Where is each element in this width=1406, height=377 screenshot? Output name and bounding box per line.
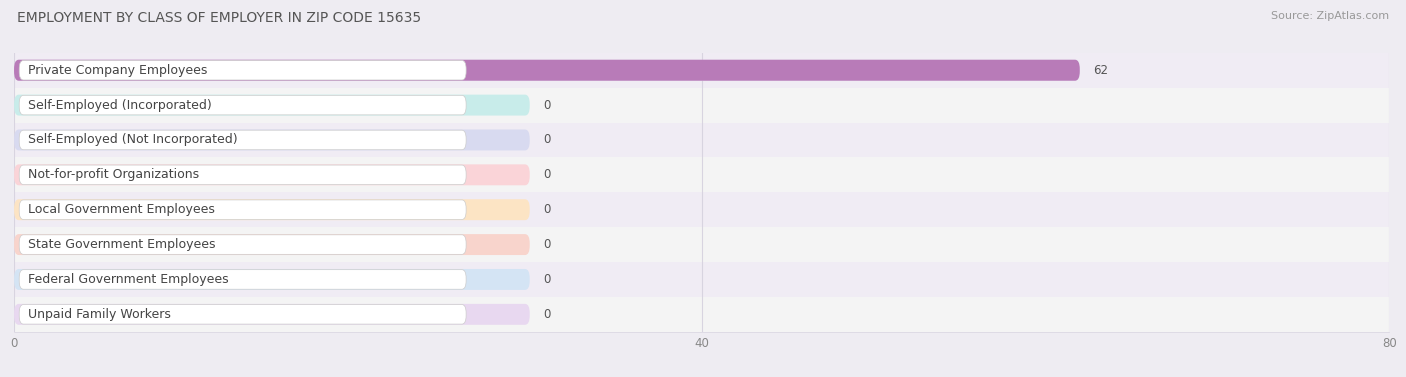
- Text: Not-for-profit Organizations: Not-for-profit Organizations: [28, 169, 198, 181]
- FancyBboxPatch shape: [14, 199, 530, 220]
- Text: 62: 62: [1094, 64, 1108, 77]
- FancyBboxPatch shape: [20, 200, 467, 219]
- FancyBboxPatch shape: [14, 130, 530, 150]
- Text: Self-Employed (Incorporated): Self-Employed (Incorporated): [28, 99, 211, 112]
- FancyBboxPatch shape: [14, 269, 530, 290]
- FancyBboxPatch shape: [14, 60, 1080, 81]
- Text: 0: 0: [544, 273, 551, 286]
- FancyBboxPatch shape: [14, 297, 1389, 332]
- FancyBboxPatch shape: [20, 165, 467, 185]
- FancyBboxPatch shape: [20, 130, 467, 150]
- FancyBboxPatch shape: [14, 164, 530, 185]
- FancyBboxPatch shape: [14, 262, 1389, 297]
- FancyBboxPatch shape: [20, 235, 467, 254]
- FancyBboxPatch shape: [14, 95, 530, 115]
- Text: 0: 0: [544, 238, 551, 251]
- Text: Private Company Employees: Private Company Employees: [28, 64, 207, 77]
- Text: 0: 0: [544, 169, 551, 181]
- FancyBboxPatch shape: [14, 53, 1389, 88]
- FancyBboxPatch shape: [14, 158, 1389, 192]
- FancyBboxPatch shape: [20, 270, 467, 289]
- FancyBboxPatch shape: [14, 88, 1389, 123]
- Text: Source: ZipAtlas.com: Source: ZipAtlas.com: [1271, 11, 1389, 21]
- FancyBboxPatch shape: [14, 192, 1389, 227]
- FancyBboxPatch shape: [20, 95, 467, 115]
- FancyBboxPatch shape: [14, 227, 1389, 262]
- Text: Local Government Employees: Local Government Employees: [28, 203, 215, 216]
- Text: 0: 0: [544, 133, 551, 146]
- Text: Unpaid Family Workers: Unpaid Family Workers: [28, 308, 170, 321]
- FancyBboxPatch shape: [14, 60, 1080, 81]
- Text: Self-Employed (Not Incorporated): Self-Employed (Not Incorporated): [28, 133, 238, 146]
- FancyBboxPatch shape: [14, 234, 530, 255]
- FancyBboxPatch shape: [20, 60, 467, 80]
- Text: 0: 0: [544, 203, 551, 216]
- Text: State Government Employees: State Government Employees: [28, 238, 215, 251]
- Text: 0: 0: [544, 308, 551, 321]
- FancyBboxPatch shape: [14, 304, 530, 325]
- Text: EMPLOYMENT BY CLASS OF EMPLOYER IN ZIP CODE 15635: EMPLOYMENT BY CLASS OF EMPLOYER IN ZIP C…: [17, 11, 420, 25]
- FancyBboxPatch shape: [14, 123, 1389, 158]
- FancyBboxPatch shape: [20, 305, 467, 324]
- Text: Federal Government Employees: Federal Government Employees: [28, 273, 228, 286]
- Text: 0: 0: [544, 99, 551, 112]
